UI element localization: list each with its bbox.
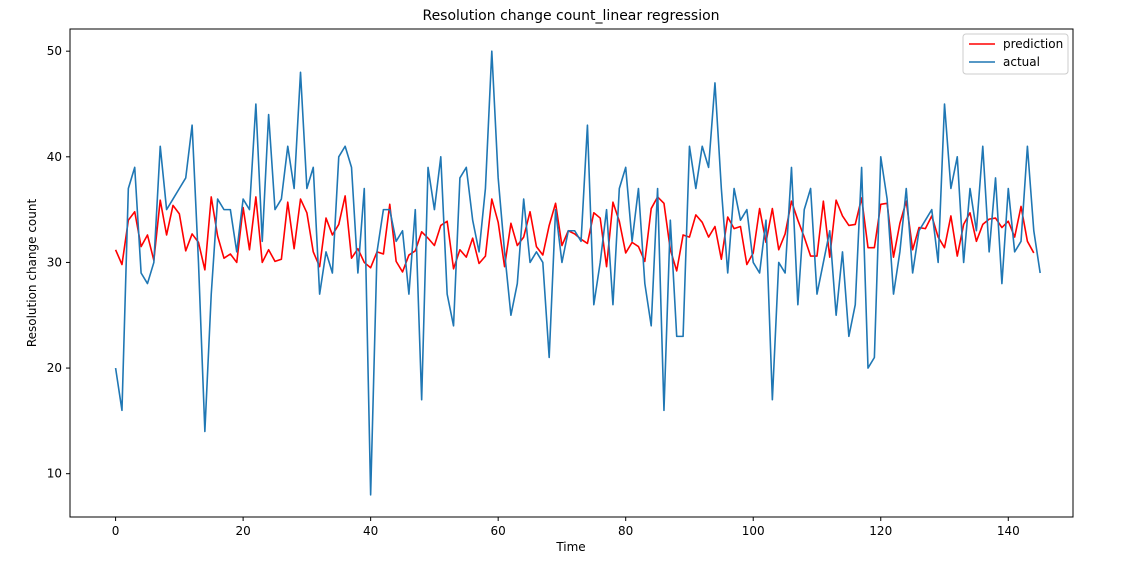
y-tick-label: 50 [47, 44, 62, 58]
x-axis: 0 20 40 60 80 100 120 140 [112, 517, 1020, 538]
x-tick-label: 80 [618, 524, 633, 538]
x-tick-label: 60 [491, 524, 506, 538]
chart-title: Resolution change count_linear regressio… [422, 8, 719, 24]
x-tick-label: 140 [997, 524, 1020, 538]
plot-area [114, 50, 1041, 496]
x-tick-label: 40 [363, 524, 378, 538]
y-tick-label: 20 [47, 361, 62, 375]
legend: prediction actual [962, 33, 1069, 75]
series-line-actual [114, 50, 1041, 496]
x-tick-label: 100 [742, 524, 765, 538]
y-tick-label: 10 [47, 467, 62, 481]
series-line-prediction [114, 195, 1035, 273]
legend-label-actual: actual [1003, 55, 1040, 69]
x-tick-label: 120 [869, 524, 892, 538]
y-axis-label: Resolution change count [25, 199, 39, 348]
legend-label-prediction: prediction [1003, 37, 1063, 51]
x-tick-label: 0 [112, 524, 120, 538]
plot-frame [69, 28, 1074, 518]
x-tick-label: 20 [235, 524, 250, 538]
y-tick-label: 40 [47, 150, 62, 164]
y-tick-label: 30 [47, 255, 62, 269]
y-axis: 10 20 30 40 50 [47, 44, 70, 481]
x-axis-label: Time [555, 540, 585, 554]
